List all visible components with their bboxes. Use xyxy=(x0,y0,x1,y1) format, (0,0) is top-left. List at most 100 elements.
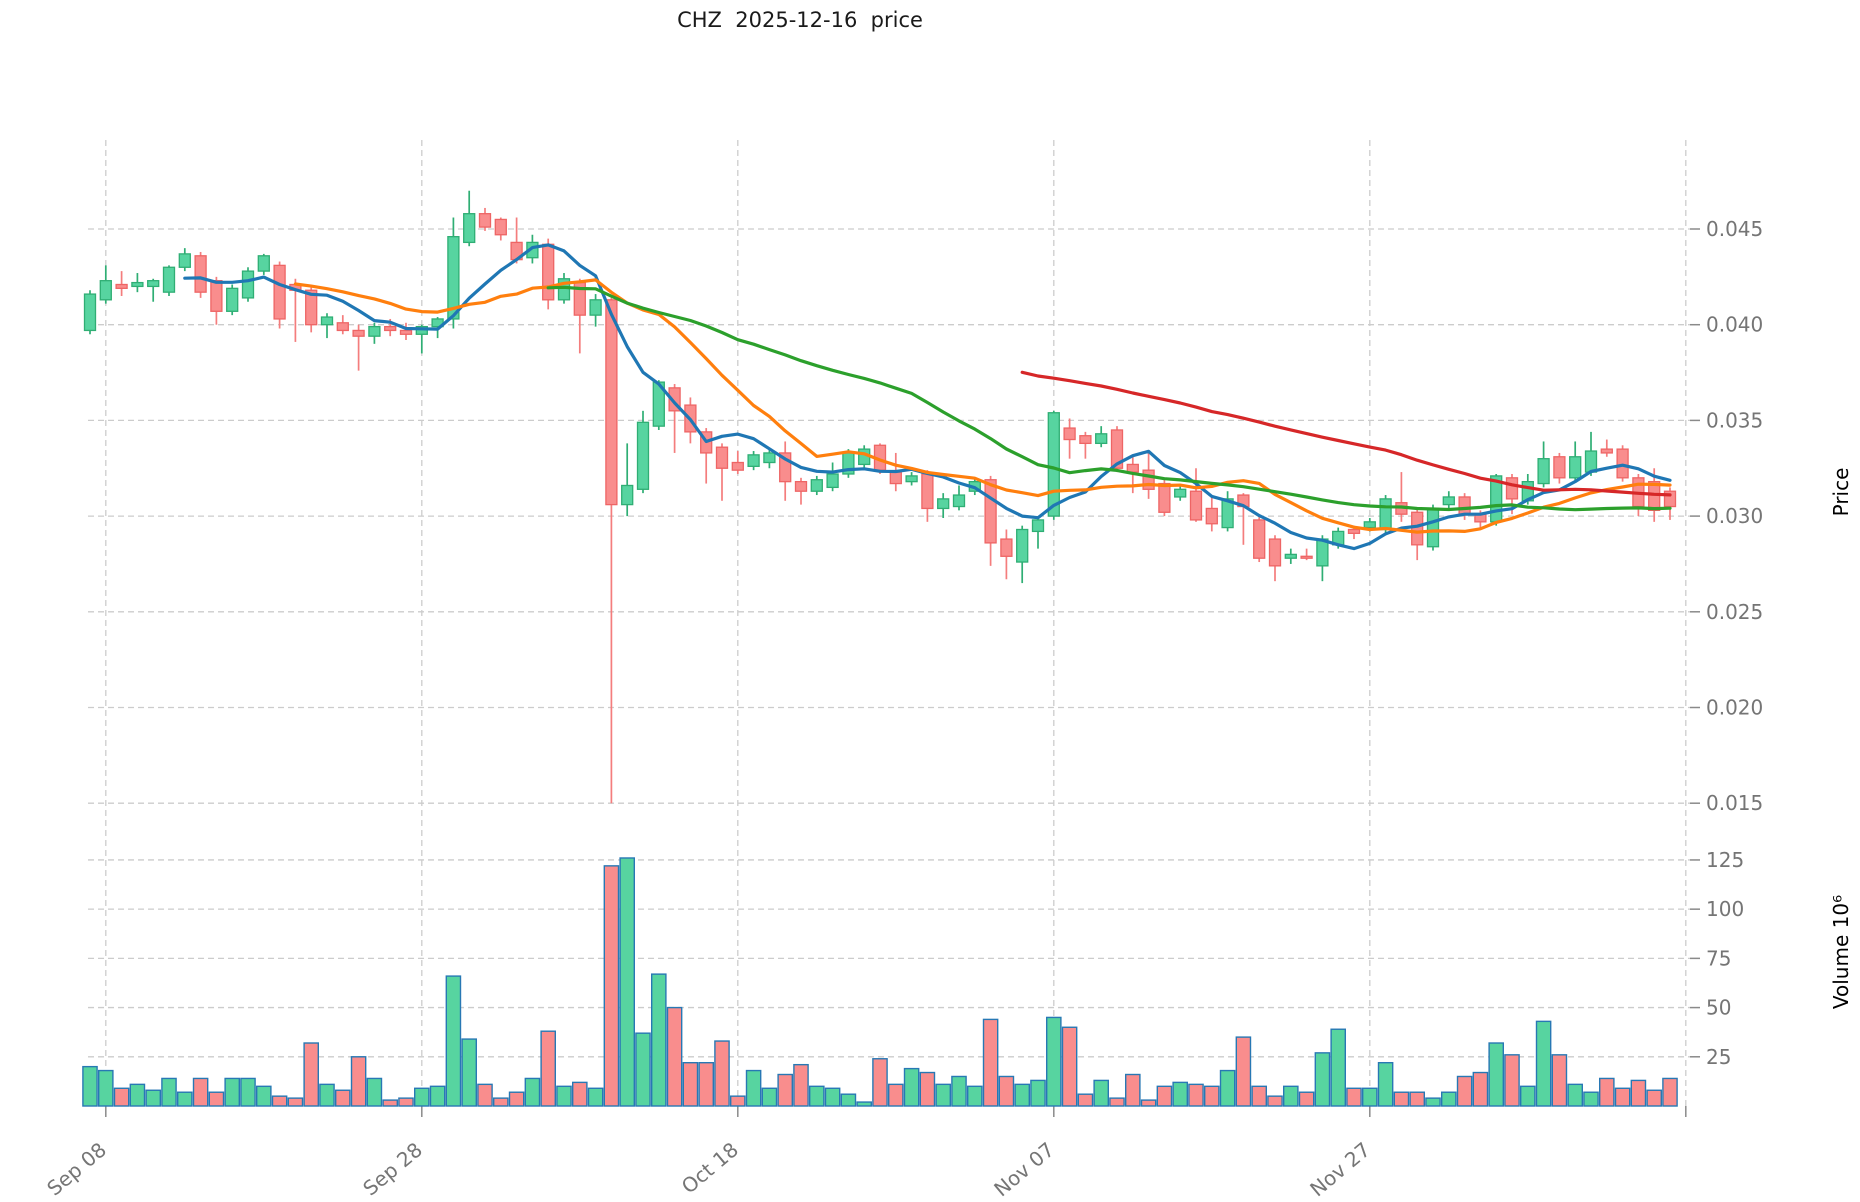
volume-bar xyxy=(1203,1085,1220,1107)
volume-bar xyxy=(556,1085,572,1107)
volume-bar xyxy=(698,1061,714,1107)
candle-down xyxy=(779,452,792,483)
volume-bar xyxy=(635,1032,651,1107)
volume-bar xyxy=(840,1093,857,1107)
candle-down xyxy=(715,446,729,469)
ma-lines-layer xyxy=(183,243,1672,551)
volume-bar xyxy=(477,1083,493,1107)
volume-bar xyxy=(777,1073,793,1107)
candle-down xyxy=(1189,490,1203,521)
candle-up xyxy=(905,475,918,483)
candle-down xyxy=(668,387,681,412)
volume-bar xyxy=(540,1030,556,1107)
candle-down xyxy=(1158,482,1171,513)
candle-down xyxy=(194,255,207,293)
candle-down xyxy=(1616,448,1629,479)
candle-down xyxy=(1663,490,1677,508)
candle-up xyxy=(131,281,144,288)
candle-up xyxy=(99,280,112,301)
volume-bar xyxy=(824,1087,841,1107)
volume-bar xyxy=(1251,1085,1267,1107)
ma-line-ma14 xyxy=(293,278,1672,534)
candle-down xyxy=(1347,528,1361,534)
candle-down xyxy=(115,283,128,289)
volume-bar xyxy=(303,1042,320,1107)
volume-bar xyxy=(1440,1091,1457,1107)
volume-bar xyxy=(745,1069,762,1107)
candle-down xyxy=(384,325,397,332)
volume-bar xyxy=(1077,1093,1094,1107)
volume-bar xyxy=(1409,1091,1425,1107)
candle-down xyxy=(336,322,349,332)
volume-bar xyxy=(271,1095,288,1107)
candle-up xyxy=(320,316,334,326)
volume-bar xyxy=(1425,1097,1441,1107)
volume-tick-label: 100 xyxy=(1706,897,1744,921)
volume-bar xyxy=(1093,1079,1109,1107)
axis-labels-layer: 0.045 0.040 0.035 0.030 0.025 0.020 0.015 125 10… xyxy=(42,217,1763,1201)
candle-down xyxy=(889,471,902,485)
candle-up xyxy=(368,325,381,337)
volume-bar xyxy=(1393,1091,1410,1107)
volume-bar xyxy=(1567,1083,1583,1107)
volume-bar xyxy=(572,1081,588,1107)
candle-bodies-layer xyxy=(83,213,1677,567)
candle-down xyxy=(1126,463,1139,473)
volume-bar xyxy=(651,973,667,1107)
volume-bar xyxy=(1014,1083,1030,1107)
candle-down xyxy=(1063,427,1076,441)
volume-bar xyxy=(445,975,462,1107)
candle-down xyxy=(305,289,318,326)
volume-bar xyxy=(398,1097,414,1107)
ma-line-ma60 xyxy=(1020,370,1672,497)
price-tick-label: 0.040 xyxy=(1706,313,1763,337)
volume-bar xyxy=(1583,1091,1599,1107)
x-tick-label: Nov 07 xyxy=(989,1137,1059,1201)
candle-up xyxy=(1442,496,1455,506)
volume-bar xyxy=(967,1085,983,1107)
candle-up xyxy=(83,293,97,332)
chart-title: CHZ 2025-12-16 price xyxy=(677,8,923,32)
candle-down xyxy=(1600,448,1613,454)
volume-bar xyxy=(145,1089,162,1107)
volume-tick-label: 25 xyxy=(1706,1045,1731,1069)
candle-up xyxy=(241,270,255,299)
candle-up xyxy=(826,473,839,489)
volume-bar xyxy=(1535,1020,1552,1107)
candle-up xyxy=(1174,488,1187,498)
candle-up xyxy=(447,236,460,320)
volume-bar xyxy=(919,1071,936,1107)
volume-bar xyxy=(903,1067,920,1107)
volume-bar xyxy=(1298,1091,1315,1107)
candle-down xyxy=(210,280,223,312)
volume-bar xyxy=(682,1061,699,1107)
volume-bar xyxy=(1646,1089,1662,1107)
candle-down xyxy=(1268,538,1282,567)
volume-bar xyxy=(224,1077,241,1107)
volume-bar xyxy=(208,1091,225,1107)
volume-axis-title: Volume 10⁶ xyxy=(1829,895,1853,1009)
candle-up xyxy=(810,479,823,492)
volume-bar xyxy=(1630,1079,1647,1107)
candle-down xyxy=(984,479,997,544)
volume-bar xyxy=(176,1091,193,1107)
x-tick-label: Oct 18 xyxy=(677,1137,743,1198)
x-tick-label: Sep 28 xyxy=(358,1137,427,1200)
volume-bar xyxy=(1614,1087,1631,1107)
volume-bar xyxy=(951,1075,967,1107)
volume-tick-label: 125 xyxy=(1706,848,1744,872)
candle-down xyxy=(399,329,413,335)
x-tick-label: Nov 27 xyxy=(1305,1137,1375,1201)
price-tick-label: 0.020 xyxy=(1706,696,1763,720)
volume-bar xyxy=(1662,1077,1678,1107)
candle-down xyxy=(1505,477,1519,500)
x-tick-label: Sep 08 xyxy=(42,1137,111,1200)
candle-up xyxy=(1047,412,1060,517)
candle-down xyxy=(1110,429,1124,469)
volume-bar xyxy=(793,1063,809,1107)
volume-bar xyxy=(1472,1071,1489,1107)
volume-bar xyxy=(730,1095,746,1107)
candle-down xyxy=(794,480,808,492)
